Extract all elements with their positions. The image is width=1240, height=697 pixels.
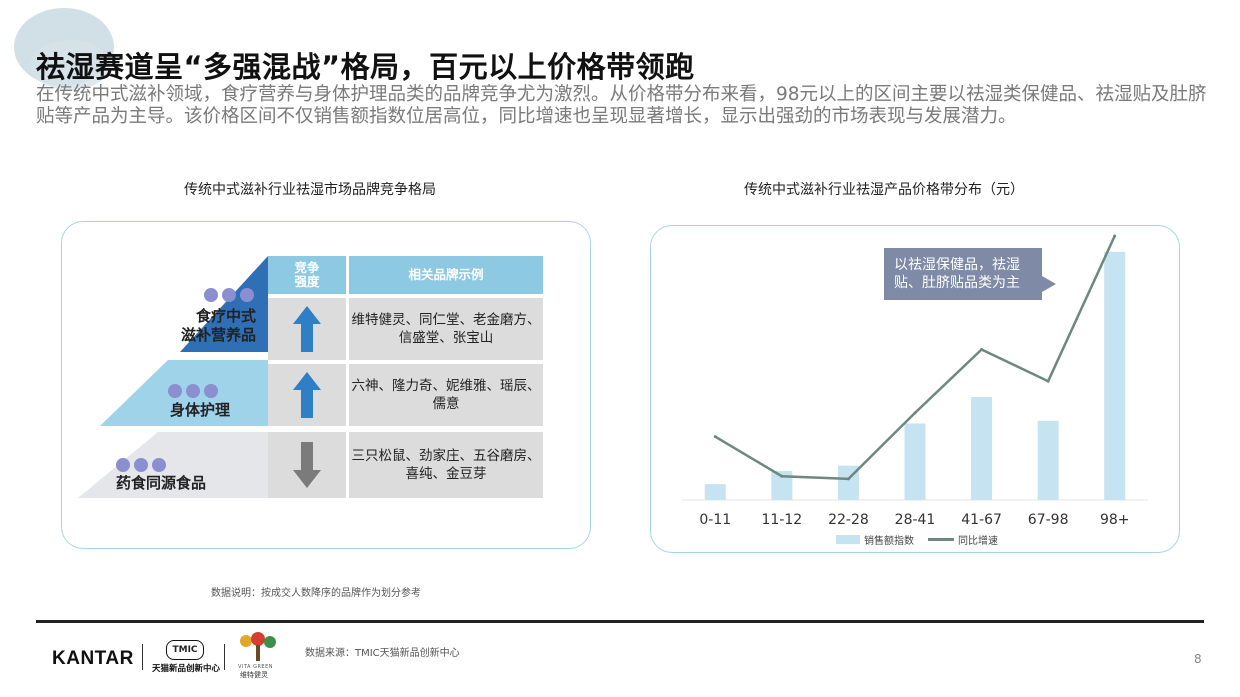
- left-panel-title: 传统中式滋补行业祛湿市场品牌竞争格局: [184, 182, 436, 198]
- decor-cloud-small: [30, 40, 110, 90]
- bar-67-98: [1037, 420, 1059, 500]
- x-tick-label: 28-41: [895, 512, 936, 528]
- trend-cell-row1: [268, 298, 346, 360]
- header-brand-examples: 相关品牌示例: [349, 256, 543, 294]
- legend-swatch-bar: [836, 535, 860, 544]
- bar-98+: [1104, 251, 1126, 500]
- header-competition-intensity: 竞争 强度: [268, 256, 346, 294]
- x-tick-label: 41-67: [961, 512, 1002, 528]
- brands-cell-row2: 六神、隆力奇、妮维雅、瑶辰、 儒意: [349, 364, 543, 426]
- logo-divider: [224, 644, 225, 670]
- brands-text-row3: 三只松鼠、劲家庄、五谷磨房、 喜纯、金豆芽: [351, 448, 541, 482]
- growth-point-22-28: [846, 477, 850, 481]
- arrow-up-icon: [293, 372, 321, 418]
- page-subtitle: 在传统中式滋补领域，食疗营养与身体护理品类的品牌竞争尤为激烈。从价格带分布来看，…: [36, 84, 1207, 127]
- brands-cell-row3: 三只松鼠、劲家庄、五谷磨房、 喜纯、金豆芽: [349, 432, 543, 498]
- legend-item-growth: 同比增速: [928, 532, 998, 547]
- data-note: 数据说明：按成交人数降序的品牌作为划分参考: [211, 588, 421, 599]
- pyramid-tier-top: [180, 256, 268, 352]
- x-tick-label: 0-11: [699, 512, 731, 528]
- growth-point-28-41: [913, 411, 917, 415]
- pyramid-tier-mid: [100, 360, 268, 426]
- x-tick-label: 98+: [1100, 512, 1130, 528]
- tmic-logo-text: 天猫新品创新中心: [152, 664, 221, 674]
- dots-mid: [168, 384, 218, 398]
- growth-point-41-67: [980, 348, 984, 352]
- brands-cell-row1: 维特健灵、同仁堂、老金磨方、 信盛堂、张宝山: [349, 298, 543, 360]
- chart-annotation-pointer: [1042, 276, 1056, 292]
- category-label-food-tonic: 食疗中式 滋补营养品: [180, 307, 256, 344]
- dots-bottom: [116, 458, 166, 472]
- data-source: 数据来源：TMIC天猫新品创新中心: [305, 648, 460, 659]
- bar-28-41: [904, 423, 926, 500]
- legend-swatch-line: [928, 538, 954, 541]
- legend-label-sales: 销售额指数: [864, 536, 914, 547]
- category-label-food-medicine: 药食同源食品: [115, 474, 206, 492]
- bar-11-12: [771, 470, 793, 500]
- brands-text-row2: 六神、隆力奇、妮维雅、瑶辰、 儒意: [351, 378, 541, 412]
- footer-rule: [36, 620, 1204, 623]
- page-title: 祛湿赛道呈“多强混战”格局，百元以上价格带领跑: [36, 50, 695, 84]
- kantar-logo: KANTAR: [52, 648, 134, 669]
- x-tick-label: 22-28: [828, 512, 869, 528]
- arrow-down-icon: [293, 442, 321, 488]
- category-label-body-care: 身体护理: [169, 401, 230, 419]
- growth-point-0-11: [713, 435, 717, 439]
- trend-cell-row3: [268, 432, 346, 498]
- x-tick-label: 11-12: [762, 512, 803, 528]
- growth-point-11-12: [780, 474, 784, 478]
- legend-item-sales: 销售额指数: [836, 532, 914, 547]
- pyramid-tier-bottom: [78, 432, 268, 498]
- vitagreen-logo-cn: 维特健灵: [240, 671, 268, 679]
- chart-title: 传统中式滋补行业祛湿产品价格带分布（元）: [744, 182, 1024, 198]
- brands-text-row1: 维特健灵、同仁堂、老金磨方、 信盛堂、张宝山: [351, 312, 541, 346]
- vitagreen-logo-en: VITA GREEN: [238, 664, 273, 670]
- vitagreen-logo: [240, 632, 276, 661]
- tmic-logo: TMIC: [166, 640, 204, 660]
- growth-point-67-98: [1046, 379, 1050, 383]
- bar-41-67: [971, 397, 993, 500]
- arrow-up-icon: [293, 306, 321, 352]
- bar-0-11: [704, 484, 726, 500]
- logo-divider: [142, 644, 143, 670]
- growth-point-98+: [1113, 234, 1117, 238]
- page-number: 8: [1194, 652, 1202, 666]
- dots-top: [204, 288, 254, 302]
- trend-cell-row2: [268, 364, 346, 426]
- chart-annotation: 以祛湿保健品，祛湿贴、肚脐贴品类为主: [884, 248, 1042, 300]
- legend-label-growth: 同比增速: [958, 536, 998, 547]
- x-tick-label: 67-98: [1028, 512, 1069, 528]
